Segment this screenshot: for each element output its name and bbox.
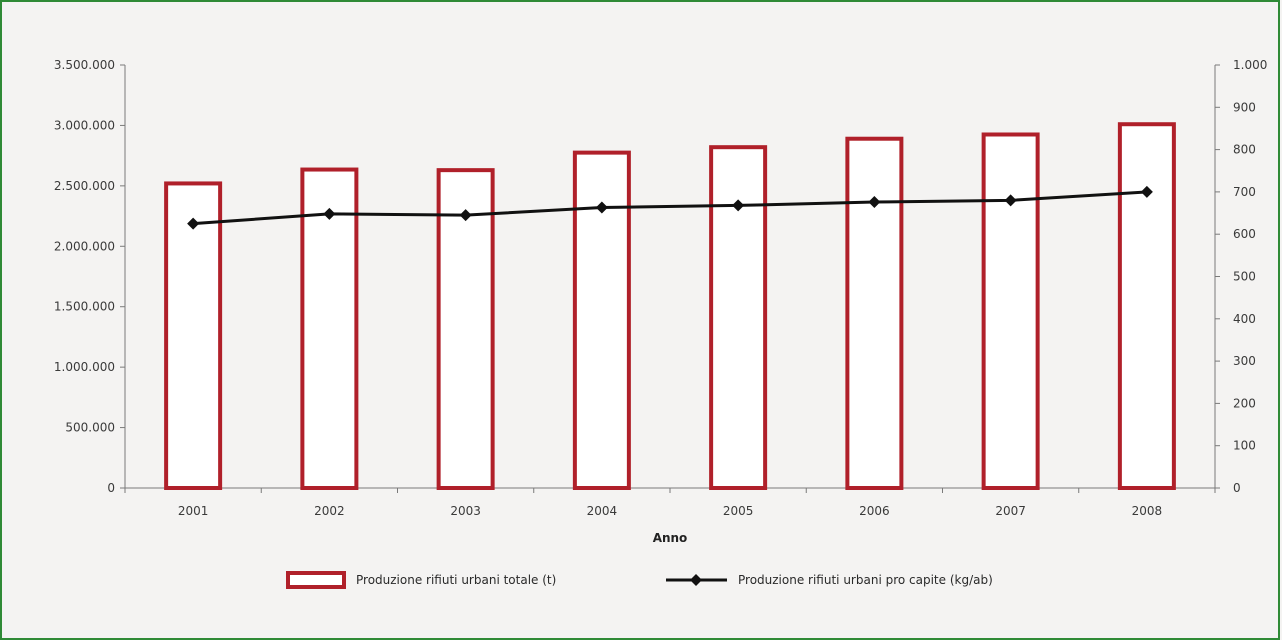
- right-axis-tick-label: 200: [1233, 396, 1256, 410]
- bar-2001: [164, 181, 223, 490]
- right-axis-tick-label: 700: [1233, 185, 1256, 199]
- legend-line-label: Produzione rifiuti urbani pro capite (kg…: [738, 573, 993, 587]
- left-axis-tick-label: 1.500.000: [54, 300, 115, 314]
- bar-2005: [709, 145, 768, 490]
- per-capita-marker-2002: [323, 207, 336, 220]
- x-axis-tick-label: 2007: [995, 504, 1026, 518]
- left-axis-tick-label: 2.000.000: [54, 239, 115, 253]
- x-axis-tick-label: 2001: [178, 504, 209, 518]
- bar-2003: [436, 168, 495, 490]
- combo-chart: 0 500.000 1.000.000 1.500.000 2.000.000 2.500…: [54, 58, 1267, 589]
- per-capita-marker-2005: [732, 199, 745, 212]
- x-axis-tick-label: 2006: [859, 504, 890, 518]
- right-axis-tick-label: 400: [1233, 312, 1256, 326]
- right-axis-tick-label: 800: [1233, 143, 1256, 157]
- x-axis-title: Anno: [653, 531, 688, 545]
- right-axis-tick-label: 100: [1233, 439, 1256, 453]
- x-axis-tick-label: 2004: [587, 504, 618, 518]
- x-axis-tick-label: 2005: [723, 504, 754, 518]
- per-capita-marker-2003: [459, 209, 472, 222]
- bar-2007: [981, 132, 1040, 490]
- x-axis-tick-label: 2003: [450, 504, 481, 518]
- left-axis-tick-label: 3.000.000: [54, 118, 115, 132]
- per-capita-marker-2004: [595, 201, 608, 214]
- legend-line-marker: [690, 574, 702, 586]
- left-axis-tick-label: 3.500.000: [54, 58, 115, 72]
- per-capita-marker-2007: [1004, 194, 1017, 207]
- right-axis-tick-label: 600: [1233, 227, 1256, 241]
- per-capita-line: [193, 190, 1147, 226]
- right-axis-tick-label: 300: [1233, 354, 1256, 368]
- right-axis-tick-label: 0: [1233, 481, 1241, 495]
- left-axis-tick-label: 2.500.000: [54, 179, 115, 193]
- per-capita-marker-2008: [1140, 185, 1153, 198]
- plot-area: 0 500.000 1.000.000 1.500.000 2.000.000 2.500…: [54, 58, 1267, 589]
- left-axis-tick-label: 1.000.000: [54, 360, 115, 374]
- right-axis-tick-label: 500: [1233, 270, 1256, 284]
- x-axis-tick-label: 2002: [314, 504, 345, 518]
- per-capita-marker-2006: [868, 196, 881, 209]
- right-axis-tick-label: 1.000: [1233, 58, 1267, 72]
- bar-2008: [1117, 122, 1176, 490]
- right-axis-tick-label: 900: [1233, 100, 1256, 114]
- legend-bar-label: Produzione rifiuti urbani totale (t): [356, 573, 556, 587]
- left-axis-tick-label: 0: [107, 481, 115, 495]
- left-axis-tick-label: 500.000: [65, 421, 115, 435]
- bar-2002: [300, 167, 359, 490]
- bar-2006: [845, 136, 904, 490]
- x-axis-tick-label: 2008: [1132, 504, 1163, 518]
- per-capita-marker-2001: [187, 217, 200, 230]
- legend-bar-swatch: [286, 571, 346, 589]
